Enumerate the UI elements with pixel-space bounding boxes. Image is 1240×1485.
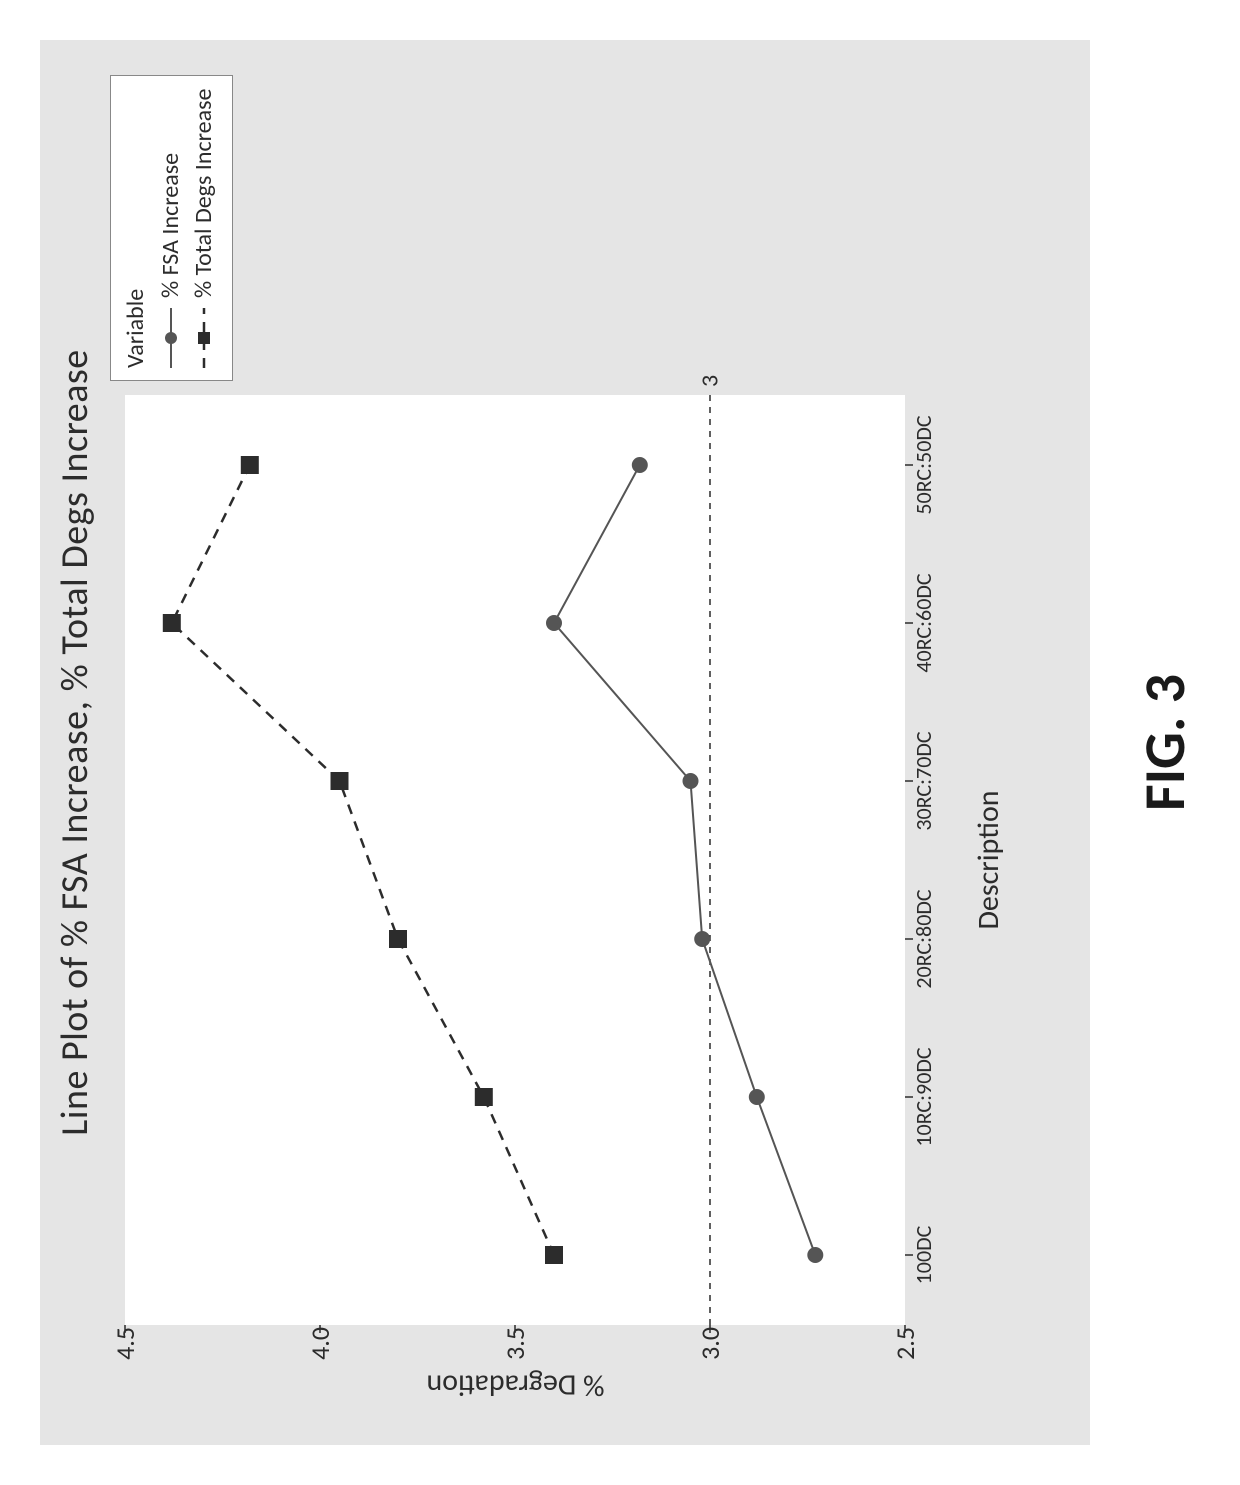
y-tick-label: 3.0 xyxy=(694,1327,726,1367)
x-tick-label: 20RC:80DC xyxy=(910,889,937,988)
chart-title: Line Plot of % FSA Increase, % Total Deg… xyxy=(52,40,98,1445)
legend-header: Variable xyxy=(121,88,150,368)
x-tick-label: 50RC:50DC xyxy=(910,415,937,514)
y-tick-label: 4.0 xyxy=(304,1327,336,1367)
x-tick-label: 30RC:70DC xyxy=(910,731,937,830)
reference-line-label: 3 xyxy=(696,375,725,387)
legend-item: % Total Degs Increase xyxy=(189,88,218,368)
chart-panel: Line Plot of % FSA Increase, % Total Deg… xyxy=(40,40,1090,1445)
figure-caption: FIG. 3 xyxy=(1129,0,1200,1485)
legend-item: % FSA Increase xyxy=(156,88,185,368)
x-tick-label: 10RC:90DC xyxy=(910,1047,937,1146)
y-tick-label: 4.5 xyxy=(109,1327,141,1367)
y-axis-label: % Degradation xyxy=(125,1365,905,1405)
y-tick-label: 3.5 xyxy=(499,1327,531,1367)
legend-box: Variable % FSA Increase xyxy=(110,75,233,381)
plot-area xyxy=(125,395,905,1325)
legend-label: % FSA Increase xyxy=(156,153,185,298)
x-tick-label: 100DC xyxy=(910,1226,937,1285)
legend-label: % Total Degs Increase xyxy=(189,89,218,298)
legend-swatch-fsa xyxy=(159,308,183,368)
y-tick-label: 2.5 xyxy=(889,1327,921,1367)
chart-svg xyxy=(125,395,905,1325)
x-tick-label: 40RC:60DC xyxy=(910,573,937,672)
legend-swatch-total-degs xyxy=(192,308,216,368)
x-axis-label: Description xyxy=(970,395,1007,1325)
